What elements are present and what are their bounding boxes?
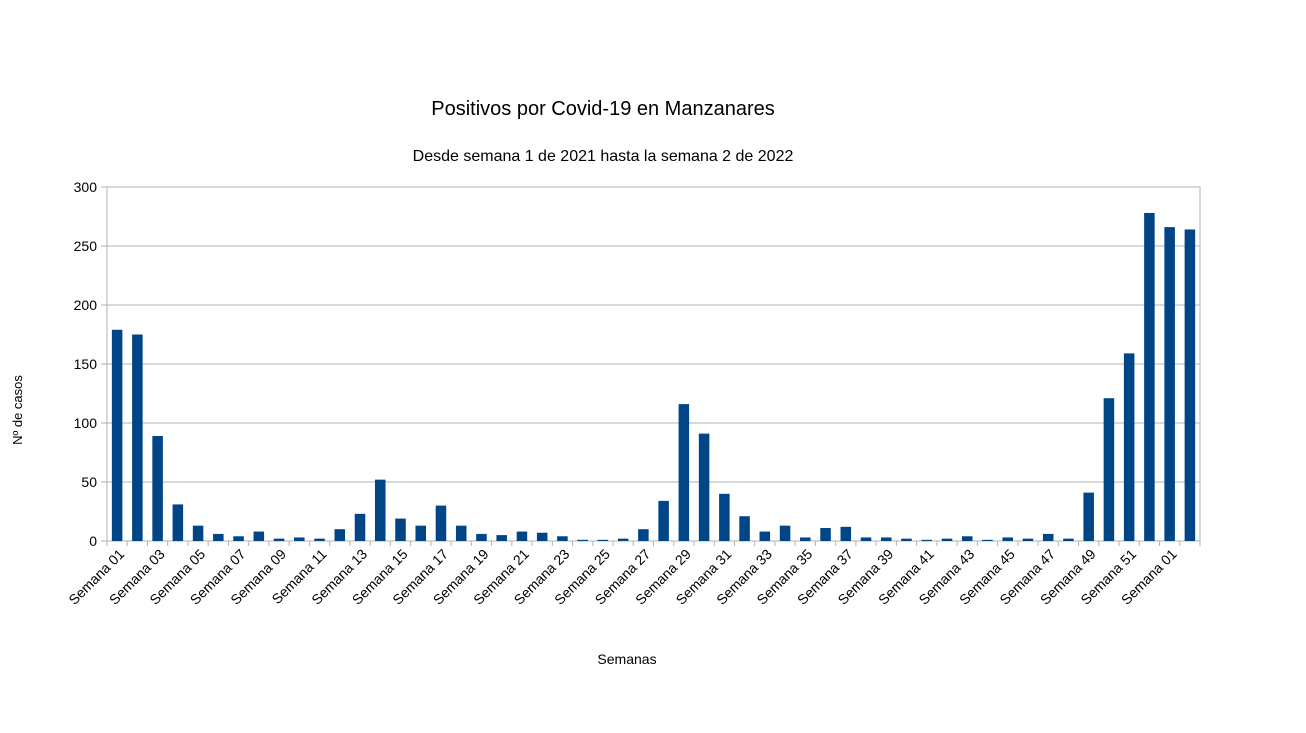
bar xyxy=(678,404,690,541)
bar xyxy=(800,537,811,541)
bar xyxy=(273,538,285,541)
bar xyxy=(698,433,710,541)
bar xyxy=(516,531,528,541)
bar xyxy=(840,526,852,541)
bar xyxy=(577,539,588,541)
bar xyxy=(455,525,467,541)
bar xyxy=(1063,538,1074,541)
bar xyxy=(638,529,649,541)
bar xyxy=(1042,533,1054,541)
bar xyxy=(597,539,609,541)
bar xyxy=(354,513,366,541)
bar xyxy=(557,536,568,541)
bar xyxy=(1123,353,1135,541)
bar xyxy=(1022,538,1034,541)
y-tick-label: 150 xyxy=(74,356,98,372)
bar xyxy=(881,537,892,541)
bar xyxy=(739,516,750,541)
y-tick-label: 50 xyxy=(81,474,97,490)
bar xyxy=(982,539,993,541)
bar xyxy=(1103,398,1115,541)
bar xyxy=(941,538,953,541)
chart-title: Positivos por Covid-19 en Manzanares xyxy=(431,98,775,120)
bar xyxy=(374,479,386,541)
y-tick-label: 100 xyxy=(74,415,98,431)
bar xyxy=(779,525,791,541)
bar xyxy=(536,532,548,541)
bar xyxy=(901,538,912,541)
bar xyxy=(152,435,163,541)
bar xyxy=(213,533,224,541)
bar xyxy=(334,529,346,541)
bar xyxy=(294,537,305,541)
bar xyxy=(111,329,123,541)
bars xyxy=(111,212,1196,542)
bar xyxy=(759,531,771,541)
bar xyxy=(921,539,933,541)
bar xyxy=(415,525,426,541)
chart-subtitle: Desde semana 1 de 2021 hasta la semana 2… xyxy=(412,148,794,165)
bar xyxy=(1144,212,1155,541)
bar xyxy=(961,536,973,541)
bar xyxy=(1164,227,1175,541)
bar xyxy=(496,535,507,541)
bar xyxy=(1083,492,1094,541)
bar xyxy=(476,533,487,541)
bar xyxy=(314,538,325,541)
bar xyxy=(617,538,629,541)
x-axis-label: Semanas xyxy=(597,651,656,667)
bar xyxy=(719,493,730,541)
bar xyxy=(820,528,831,541)
bar xyxy=(658,500,669,541)
bar xyxy=(860,537,872,541)
bar xyxy=(435,505,447,541)
y-tick-label: 200 xyxy=(74,297,98,313)
y-axis-label: Nº de casos xyxy=(10,375,25,445)
y-tick-label: 300 xyxy=(74,179,98,195)
bar xyxy=(233,536,244,541)
bar xyxy=(1184,229,1196,542)
bar xyxy=(1002,537,1013,541)
bar xyxy=(253,531,265,541)
bar xyxy=(395,518,406,541)
grid-lines xyxy=(106,186,1201,542)
bar xyxy=(192,525,204,541)
y-tick-label: 250 xyxy=(74,238,98,254)
bar xyxy=(132,334,143,541)
y-tick-label: 0 xyxy=(89,533,97,549)
bar xyxy=(172,504,184,541)
